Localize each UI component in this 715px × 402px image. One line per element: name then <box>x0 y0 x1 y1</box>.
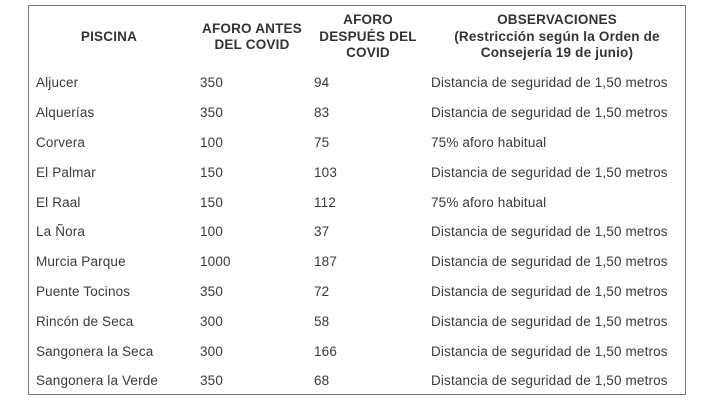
cell-aforo-antes: 150 <box>200 164 223 180</box>
cell-aforo-antes: 300 <box>200 343 223 359</box>
cell-piscina: Murcia Parque <box>36 254 126 270</box>
cell-aforo-antes: 100 <box>200 134 223 150</box>
header-aforo-despues: AFORO DESPUÉS DEL COVID <box>309 6 429 68</box>
table-row: Alquerías 350 83 Distancia de seguridad … <box>29 98 685 128</box>
header-observaciones-line-1: OBSERVACIONES <box>497 12 617 28</box>
cell-aforo-despues: 37 <box>314 224 330 240</box>
cell-observaciones: Distancia de seguridad de 1,50 metros <box>431 254 668 270</box>
table-row: Sangonera la Seca 300 166 Distancia de s… <box>29 336 685 366</box>
cell-observaciones: 75% aforo habitual <box>431 134 547 150</box>
table-row: Murcia Parque 1000 187 Distancia de segu… <box>29 247 685 277</box>
cell-observaciones: Distancia de seguridad de 1,50 metros <box>431 164 668 180</box>
cell-piscina: El Raal <box>36 194 81 210</box>
cell-piscina: La Ñora <box>36 224 86 240</box>
header-aforo-antes-line-1: AFORO ANTES <box>202 20 302 36</box>
header-observaciones-line-3: Consejería 19 de junio) <box>480 45 634 61</box>
table-row: Puente Tocinos 350 72 Distancia de segur… <box>29 277 685 307</box>
cell-aforo-despues: 94 <box>314 75 330 91</box>
cell-piscina: Sangonera la Verde <box>36 373 159 389</box>
header-observaciones-line-2: (Restricción según la Orden de <box>454 28 660 44</box>
table-row: Sangonera la Verde 350 68 Distancia de s… <box>29 366 685 396</box>
header-aforo-antes: AFORO ANTES DEL COVID <box>195 6 309 68</box>
cell-aforo-despues: 75 <box>314 134 330 150</box>
cell-observaciones: Distancia de seguridad de 1,50 metros <box>431 313 668 329</box>
cell-observaciones: Distancia de seguridad de 1,50 metros <box>431 75 668 91</box>
cell-aforo-despues: 68 <box>314 373 330 389</box>
header-observaciones: OBSERVACIONES (Restricción según la Orde… <box>429 6 685 68</box>
cell-piscina: Aljucer <box>36 75 79 91</box>
cell-aforo-antes: 300 <box>200 313 223 329</box>
cell-aforo-despues: 58 <box>314 313 330 329</box>
cell-observaciones: Distancia de seguridad de 1,50 metros <box>431 373 668 389</box>
cell-piscina: Sangonera la Seca <box>36 343 154 359</box>
cell-aforo-despues: 72 <box>314 283 330 299</box>
table-row: El Raal 150 112 75% aforo habitual <box>29 187 685 217</box>
cell-observaciones: Distancia de seguridad de 1,50 metros <box>431 343 668 359</box>
cell-piscina: Rincón de Seca <box>36 313 134 329</box>
pools-capacity-table-frame: PISCINA AFORO ANTES DEL COVID AFORO DESP… <box>28 5 686 395</box>
table-row: Corvera 100 75 75% aforo habitual <box>29 128 685 158</box>
cell-aforo-despues: 166 <box>314 343 337 359</box>
table-row: La Ñora 100 37 Distancia de seguridad de… <box>29 217 685 247</box>
cell-piscina: Corvera <box>36 134 86 150</box>
cell-aforo-despues: 112 <box>314 194 336 210</box>
cell-aforo-antes: 350 <box>200 75 223 91</box>
cell-aforo-antes: 150 <box>200 194 223 210</box>
table-row: Rincón de Seca 300 58 Distancia de segur… <box>29 306 685 336</box>
header-piscina: PISCINA <box>29 6 195 68</box>
cell-aforo-antes: 350 <box>200 105 223 121</box>
header-aforo-despues-line-3: COVID <box>346 45 390 61</box>
cell-observaciones: Distancia de seguridad de 1,50 metros <box>431 283 668 299</box>
table-body: Aljucer 350 94 Distancia de seguridad de… <box>29 68 685 396</box>
cell-observaciones: 75% aforo habitual <box>431 194 547 210</box>
cell-observaciones: Distancia de seguridad de 1,50 metros <box>431 105 668 121</box>
table-header: PISCINA AFORO ANTES DEL COVID AFORO DESP… <box>29 6 685 68</box>
cell-piscina: Puente Tocinos <box>36 283 131 299</box>
header-aforo-antes-line-2: DEL COVID <box>214 37 290 52</box>
cell-aforo-despues: 83 <box>314 105 330 121</box>
table-row: El Palmar 150 103 Distancia de seguridad… <box>29 157 685 187</box>
header-row: PISCINA AFORO ANTES DEL COVID AFORO DESP… <box>29 6 685 68</box>
cell-aforo-antes: 350 <box>200 373 223 389</box>
cell-aforo-antes: 1000 <box>200 254 231 270</box>
cell-observaciones: Distancia de seguridad de 1,50 metros <box>431 224 668 240</box>
cell-piscina: Alquerías <box>36 105 95 121</box>
table-row: Aljucer 350 94 Distancia de seguridad de… <box>29 68 685 98</box>
pools-capacity-table: PISCINA AFORO ANTES DEL COVID AFORO DESP… <box>29 6 685 396</box>
header-aforo-despues-line-1: AFORO <box>343 12 393 28</box>
header-piscina-line-1: PISCINA <box>80 28 138 44</box>
header-aforo-despues-line-2: DESPUÉS DEL <box>319 28 417 44</box>
cell-piscina: El Palmar <box>36 164 96 180</box>
cell-aforo-despues: 103 <box>314 164 337 180</box>
cell-aforo-antes: 350 <box>200 283 223 299</box>
cell-aforo-antes: 100 <box>200 224 223 240</box>
cell-aforo-despues: 187 <box>314 254 337 270</box>
